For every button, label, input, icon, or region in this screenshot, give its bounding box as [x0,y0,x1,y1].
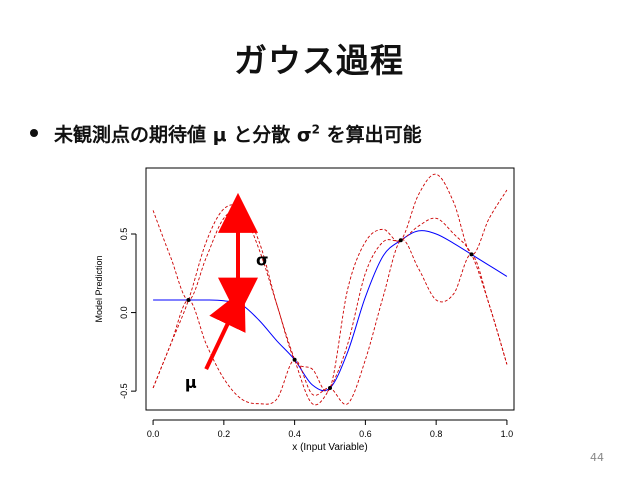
observation-point [328,386,332,390]
x-tick-label: 0.4 [288,429,301,439]
page-number: 44 [590,451,604,464]
y-tick-label: 0.0 [119,306,129,319]
slide-title: ガウス過程 [234,41,404,80]
mu-label: μ [185,373,197,392]
x-tick-label: 0.8 [430,429,443,439]
sigma-label: σ [256,250,268,269]
y-tick-label: -0.5 [119,383,129,399]
x-tick-label: 0.2 [218,429,231,439]
annotation-layer: σμ [185,192,268,392]
series-line-upper [152,173,508,392]
observation-point [469,252,474,257]
mu-arrow [204,288,246,371]
bullet-item: 未観測点の期待値 μ と分散 σ2 を算出可能 [30,118,422,148]
observation-point [186,298,191,302]
x-tick-label: 1.0 [501,429,514,439]
bullet-text: 未観測点の期待値 μ と分散 σ2 を算出可能 [54,120,422,147]
observation-point [292,357,297,362]
observation-points [186,238,474,390]
x-tick-label: 0.6 [359,429,372,439]
x-tick-label: 0.0 [147,429,160,439]
gp-chart: 0.0 0.2 0.4 0.6 0.8 1.0-0.50.00.5 σμ x (Input… [94,167,515,453]
bullet-dot-icon [30,129,38,137]
y-axis-label: Model Prediction [94,255,104,322]
y-tick-label: 0.5 [119,228,129,241]
x-axis-label: x (Input Variable) [292,442,367,453]
axes: 0.0 0.2 0.4 0.6 0.8 1.0 -0.5 0.0 0.5 [119,228,513,439]
bullet-text-main: 未観測点の期待値 μ と分散 σ [54,123,312,146]
bullet-text-tail: を算出可能 [319,123,422,146]
series-line-lower [152,239,508,405]
plot-frame [145,167,515,411]
observation-point [398,238,403,243]
bullet-superscript: 2 [311,122,320,137]
series-line-upper2 [152,204,508,406]
series-layer [152,173,508,406]
